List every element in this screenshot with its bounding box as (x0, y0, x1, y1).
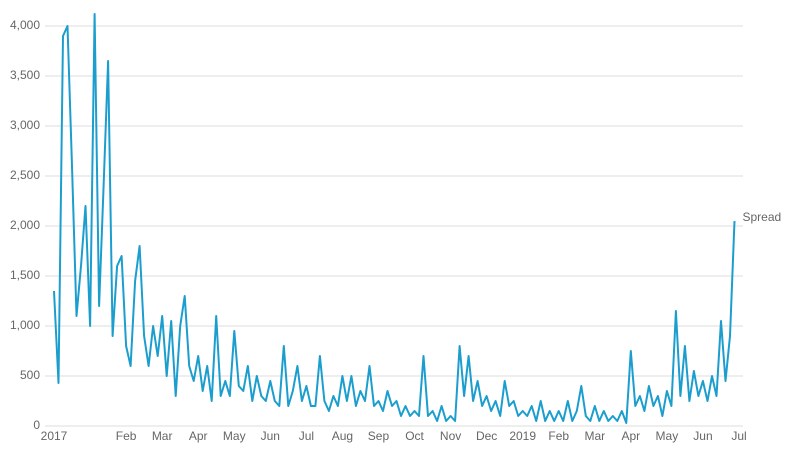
y-tick-label: 500 (20, 368, 40, 382)
y-tick-label: 3,500 (10, 68, 40, 82)
x-tick-label: Jul (299, 429, 314, 443)
x-tick-label: Sep (368, 429, 390, 443)
y-tick-label: 1,000 (10, 318, 40, 332)
x-tick-label: Apr (189, 429, 208, 443)
y-tick-label: 4,000 (10, 18, 40, 32)
x-tick-label: Apr (621, 429, 640, 443)
y-tick-label: 2,500 (10, 168, 40, 182)
x-tick-label: Oct (405, 429, 424, 443)
x-tick-label: Aug (332, 429, 353, 443)
y-tick-label: 0 (33, 418, 40, 432)
x-tick-label: Nov (440, 429, 461, 443)
y-tick-label: 1,500 (10, 268, 40, 282)
y-tick-label: 3,000 (10, 118, 40, 132)
series-label: Spread (742, 210, 781, 224)
x-tick-label: 2019 (509, 429, 536, 443)
x-tick-label: 2017 (41, 429, 68, 443)
x-tick-label: Jun (693, 429, 712, 443)
x-tick-label: May (223, 429, 246, 443)
line (53, 13, 736, 424)
x-tick-label: Jul (731, 429, 746, 443)
x-tick-label: Feb (548, 429, 569, 443)
x-tick-label: Dec (476, 429, 497, 443)
x-tick-label: Feb (116, 429, 137, 443)
x-tick-label: Jun (261, 429, 280, 443)
x-tick-label: Mar (584, 429, 605, 443)
x-tick-label: Mar (152, 429, 173, 443)
y-tick-label: 2,000 (10, 218, 40, 232)
x-tick-label: May (656, 429, 679, 443)
